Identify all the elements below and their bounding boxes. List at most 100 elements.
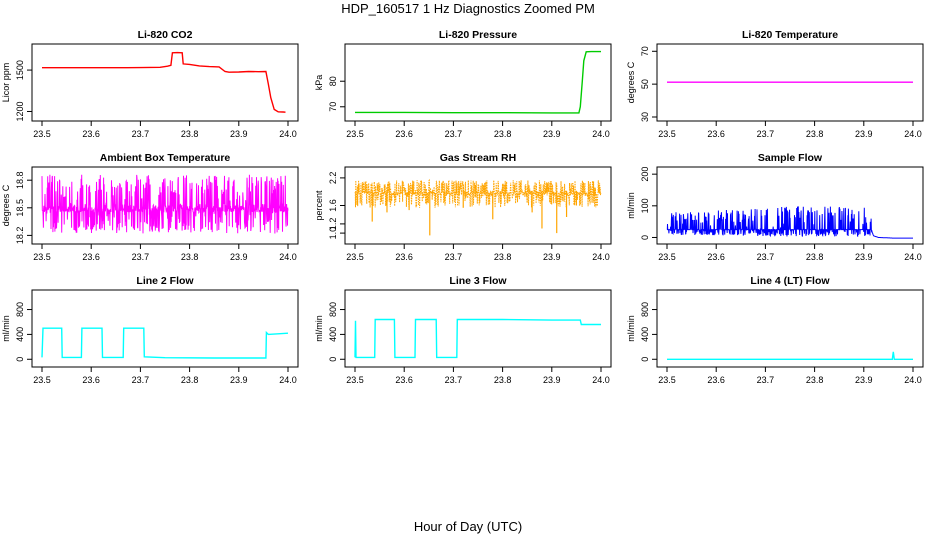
series-line	[41, 174, 289, 234]
x-tick-label: 23.8	[494, 252, 512, 262]
series-line	[354, 318, 601, 359]
x-tick-label: 23.9	[230, 129, 248, 139]
panel-title: Line 4 (LT) Flow	[750, 275, 830, 287]
plot-frame	[344, 43, 612, 122]
y-axis-label: ml/min	[626, 315, 636, 342]
x-tick-label: 23.5	[346, 252, 364, 262]
x-tick-label: 23.9	[543, 375, 561, 385]
plot-frame	[31, 289, 299, 368]
x-tick-label: 24.0	[904, 252, 922, 262]
y-tick-label: 50	[640, 79, 650, 89]
x-tick-label: 24.0	[904, 129, 922, 139]
y-axis-label: degrees C	[626, 61, 636, 103]
x-tick-label: 23.7	[757, 375, 775, 385]
x-tick-label: 23.5	[346, 129, 364, 139]
figure-xlabel: Hour of Day (UTC)	[414, 519, 522, 534]
x-tick-label: 23.7	[132, 375, 150, 385]
plot-frame	[31, 43, 299, 122]
series-box_temp	[41, 174, 289, 234]
figure-title: HDP_160517 1 Hz Diagnostics Zoomed PM	[341, 1, 595, 16]
x-tick-label: 23.6	[395, 375, 413, 385]
y-tick-label: 800	[15, 302, 25, 317]
x-tick-label: 23.8	[806, 252, 824, 262]
x-tick-label: 24.0	[592, 375, 610, 385]
panel-sample_flow: Sample Flow 23.5 23.6 23.7 23.8 23.9 24.0 0 100 2…	[626, 152, 924, 262]
panel-pressure: Li-820 Pressure 23.5 23.6 23.7 23.8 23.9 24.0 7…	[314, 29, 612, 139]
y-tick-label: 1500	[15, 60, 25, 80]
x-tick-label: 23.9	[855, 252, 873, 262]
x-tick-label: 23.6	[395, 252, 413, 262]
y-tick-label: 800	[328, 302, 338, 317]
panel-line3: Line 3 Flow 23.5 23.6 23.7 23.8 23.9 24.0 0 400 8…	[314, 275, 612, 385]
y-axis-label: ml/min	[1, 315, 11, 342]
y-tick-label: 70	[328, 102, 338, 112]
series-rh	[354, 178, 602, 236]
x-tick-label: 23.7	[445, 375, 463, 385]
x-tick-label: 23.5	[346, 375, 364, 385]
panel-licor_temp: Li-820 Temperature 23.5 23.6 23.7 23.8 23.9 24…	[626, 29, 924, 139]
y-tick-label: 800	[640, 302, 650, 317]
series-co2	[42, 51, 286, 113]
y-axis-label: ml/min	[314, 315, 324, 342]
panel-rh: Gas Stream RH 23.5 23.6 23.7 23.8 23.9 24.0 1.0…	[314, 152, 612, 262]
panel-co2: Li-820 CO2 23.5 23.6 23.7 23.8 23.9 24.0 1200 15…	[1, 29, 299, 139]
series-line	[41, 327, 289, 359]
panel-title: Sample Flow	[758, 152, 823, 164]
plot-frame	[656, 166, 924, 245]
x-tick-label: 23.5	[33, 252, 51, 262]
panel-title: Li-820 CO2	[138, 29, 193, 41]
y-tick-label: 18.2	[15, 227, 25, 245]
y-tick-label: 2.2	[328, 172, 338, 185]
x-tick-label: 24.0	[279, 375, 297, 385]
series-sample_flow	[666, 206, 913, 239]
series-line4	[667, 351, 913, 360]
x-tick-label: 23.5	[33, 375, 51, 385]
plot-frame	[31, 166, 299, 245]
x-tick-label: 23.9	[230, 252, 248, 262]
y-tick-label: 0	[640, 357, 650, 362]
y-tick-label: 400	[640, 327, 650, 342]
x-tick-label: 23.6	[707, 129, 725, 139]
plot-frame	[344, 166, 612, 245]
x-tick-label: 24.0	[592, 129, 610, 139]
series-line	[666, 206, 913, 239]
panel-title: Gas Stream RH	[440, 152, 516, 164]
panel-title: Line 3 Flow	[449, 275, 507, 287]
x-tick-label: 23.5	[658, 129, 676, 139]
y-tick-label: 1.6	[328, 199, 338, 212]
y-tick-label: 1.2	[328, 218, 338, 231]
x-tick-label: 23.9	[855, 375, 873, 385]
x-tick-label: 23.7	[757, 252, 775, 262]
y-tick-label: 0	[328, 357, 338, 362]
x-tick-label: 23.8	[806, 129, 824, 139]
plot-frame	[656, 43, 924, 122]
series-line3	[354, 318, 601, 359]
x-tick-label: 23.7	[445, 129, 463, 139]
series-line	[667, 351, 913, 360]
y-tick-label: 70	[640, 46, 650, 56]
y-tick-label: 18.8	[15, 171, 25, 189]
x-tick-label: 24.0	[592, 252, 610, 262]
x-tick-label: 23.9	[543, 129, 561, 139]
x-tick-label: 23.6	[82, 129, 100, 139]
x-tick-label: 23.6	[707, 252, 725, 262]
y-tick-label: 30	[640, 112, 650, 122]
panel-line4: Line 4 (LT) Flow 23.5 23.6 23.7 23.8 23.9 24.0…	[626, 275, 924, 385]
x-tick-label: 24.0	[279, 252, 297, 262]
panel-title: Ambient Box Temperature	[100, 152, 231, 164]
y-axis-label: ml/min	[626, 192, 636, 219]
x-tick-label: 23.5	[33, 129, 51, 139]
x-tick-label: 23.9	[855, 129, 873, 139]
x-tick-label: 23.8	[181, 375, 199, 385]
y-axis-label: degrees C	[1, 184, 11, 226]
x-tick-label: 23.6	[395, 129, 413, 139]
panel-title: Line 2 Flow	[136, 275, 194, 287]
y-tick-label: 80	[328, 76, 338, 86]
x-tick-label: 23.7	[132, 252, 150, 262]
x-tick-label: 23.6	[82, 375, 100, 385]
y-tick-label: 400	[328, 327, 338, 342]
x-tick-label: 24.0	[279, 129, 297, 139]
y-tick-label: 200	[640, 167, 650, 182]
x-tick-label: 23.7	[757, 129, 775, 139]
y-axis-label: percent	[314, 190, 324, 221]
